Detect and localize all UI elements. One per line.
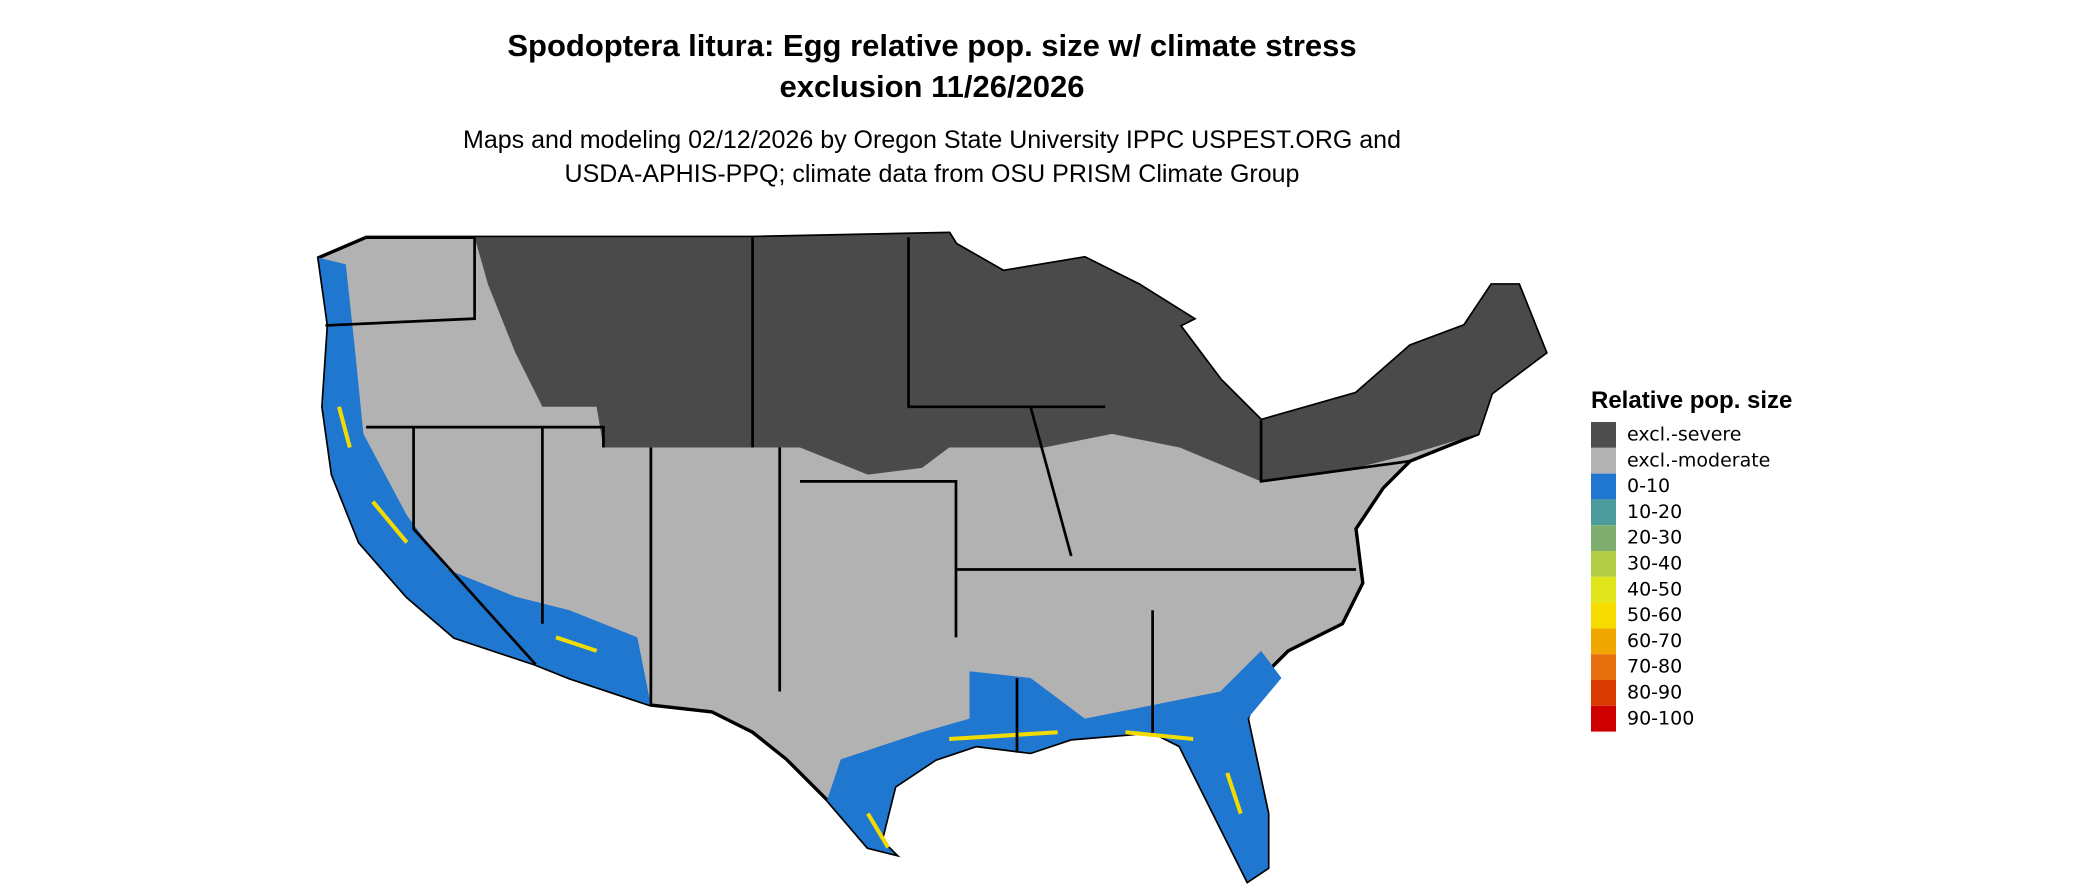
- title-line: exclusion 11/26/2026: [779, 69, 1084, 104]
- map-yellow-patches: [337, 406, 1243, 849]
- legend-swatch: [1591, 473, 1616, 500]
- legend: excl.-severe excl.-moderate 0-10 10-20 20-30…: [1591, 422, 1770, 732]
- legend-label: 90-100: [1627, 707, 1694, 729]
- legend-swatch: [1591, 705, 1616, 732]
- legend-label: 40-50: [1627, 578, 1682, 600]
- legend-label: 20-30: [1627, 527, 1682, 549]
- legend-label: 60-70: [1627, 630, 1682, 652]
- us-map: [316, 231, 1548, 884]
- legend-swatch: [1591, 525, 1616, 551]
- title-line: Spodoptera litura: Egg relative pop. siz…: [507, 28, 1356, 63]
- legend-swatch: [1591, 551, 1616, 577]
- legend-swatch: [1591, 422, 1616, 448]
- legend-label: excl.-severe: [1627, 424, 1742, 446]
- legend-swatch: [1591, 602, 1616, 629]
- legend-label: 80-90: [1627, 682, 1682, 704]
- legend-swatch: [1591, 499, 1616, 526]
- map-excl-severe: [474, 233, 1546, 482]
- subtitle-line: Maps and modeling 02/12/2026 by Oregon S…: [463, 126, 1401, 154]
- legend-swatch: [1591, 576, 1616, 603]
- state-borders: [325, 237, 1411, 753]
- legend-label: 10-20: [1627, 501, 1682, 523]
- legend-label: 70-80: [1627, 656, 1682, 678]
- legend-label: 30-40: [1627, 553, 1682, 575]
- legend-label: excl.-moderate: [1627, 449, 1770, 471]
- map-gulf-0-10: [827, 650, 1282, 882]
- legend-title: Relative pop. size: [1591, 387, 1792, 414]
- legend-label: 0-10: [1627, 475, 1670, 497]
- subtitle-line: USDA-APHIS-PPQ; climate data from OSU PR…: [565, 160, 1300, 188]
- legend-swatch: [1591, 654, 1616, 680]
- legend-swatch: [1591, 628, 1616, 655]
- legend-swatch: [1591, 447, 1616, 474]
- legend-label: 50-60: [1627, 604, 1682, 626]
- map-west-coast-0-10: [318, 257, 651, 706]
- legend-swatch: [1591, 680, 1616, 706]
